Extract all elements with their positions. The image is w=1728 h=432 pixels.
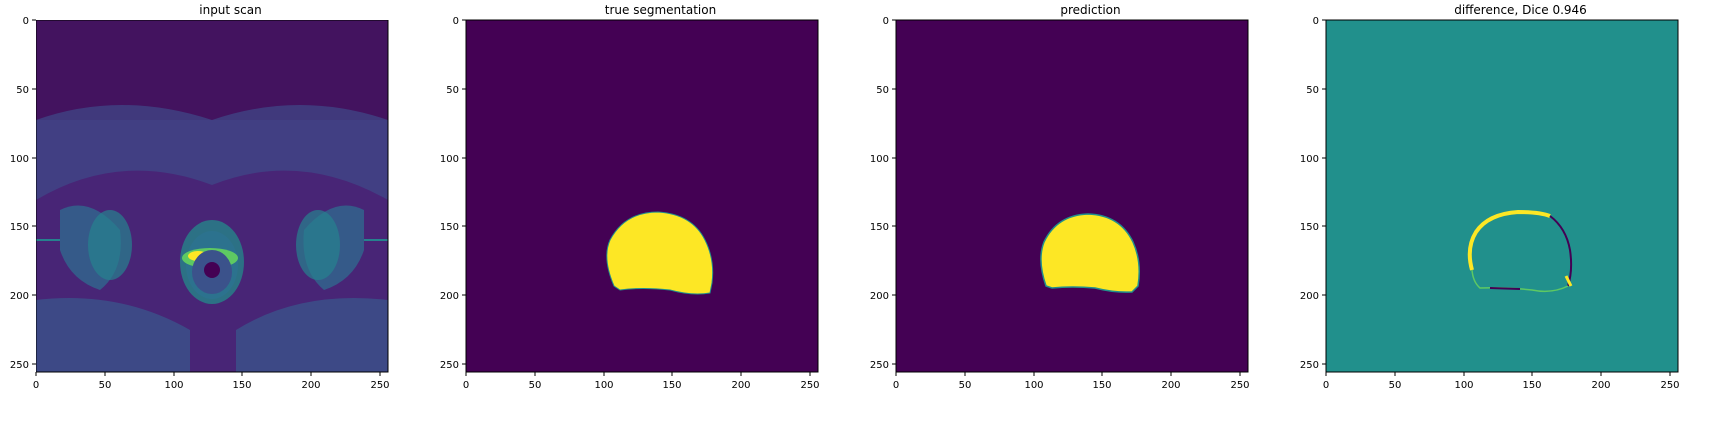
svg-text:150: 150: [1300, 222, 1319, 233]
axes-input-scan: [36, 20, 389, 373]
svg-text:150: 150: [1092, 380, 1111, 391]
svg-text:200: 200: [731, 380, 750, 391]
svg-text:100: 100: [1454, 380, 1473, 391]
svg-text:50: 50: [446, 85, 459, 96]
svg-text:200: 200: [1161, 380, 1180, 391]
svg-text:200: 200: [1591, 380, 1610, 391]
panel-true-segmentation: true segmentation 0 50 100 150 200 250 0…: [430, 0, 862, 432]
svg-text:250: 250: [1300, 360, 1319, 371]
panel-difference: difference, Dice 0.946 0 50 100 150 200 …: [1290, 0, 1722, 432]
svg-text:200: 200: [440, 291, 459, 302]
svg-text:250: 250: [1230, 380, 1249, 391]
svg-text:0: 0: [33, 380, 39, 391]
segmentation-mask: [606, 211, 714, 295]
svg-text:50: 50: [99, 380, 112, 391]
panel-prediction: prediction 0 50 100 150 200 250 0 50 100…: [860, 0, 1292, 432]
axes-difference: 0 50 100 150 200 250 0 50 100 150 200 25…: [1300, 16, 1680, 391]
svg-text:100: 100: [440, 154, 459, 165]
svg-text:100: 100: [10, 154, 29, 165]
prediction-mask: [1040, 213, 1140, 293]
svg-text:50: 50: [959, 380, 972, 391]
difference-false-negative: [1467, 209, 1551, 271]
svg-text:250: 250: [870, 360, 889, 371]
svg-text:100: 100: [164, 380, 183, 391]
svg-text:0: 0: [883, 16, 889, 27]
axes-prediction: 0 50 100 150 200 250 0 50 100 150 200 25…: [870, 16, 1250, 391]
svg-text:50: 50: [16, 85, 29, 96]
svg-text:0: 0: [453, 16, 459, 27]
svg-text:200: 200: [1300, 291, 1319, 302]
svg-text:50: 50: [529, 380, 542, 391]
panel-title: prediction: [1060, 3, 1121, 17]
svg-text:100: 100: [870, 154, 889, 165]
panel-title: difference, Dice 0.946: [1454, 3, 1587, 17]
svg-text:100: 100: [1300, 154, 1319, 165]
panel-title: input scan: [199, 3, 262, 17]
ticks-input-scan: 0 50 100 150 200 250 0 50 100 150 200 25…: [10, 16, 390, 391]
svg-text:200: 200: [10, 291, 29, 302]
svg-text:50: 50: [876, 85, 889, 96]
svg-text:0: 0: [1313, 16, 1319, 27]
svg-text:200: 200: [301, 380, 320, 391]
svg-text:150: 150: [662, 380, 681, 391]
difference-false-positive: [1549, 215, 1573, 287]
svg-text:200: 200: [870, 291, 889, 302]
axes-true-segmentation: 0 50 100 150 200 250 0 50 100 150 200 25…: [440, 16, 820, 391]
svg-text:250: 250: [800, 380, 819, 391]
svg-text:150: 150: [1522, 380, 1541, 391]
panel-title: true segmentation: [604, 3, 717, 17]
svg-text:50: 50: [1389, 380, 1402, 391]
svg-text:250: 250: [10, 360, 29, 371]
panel-input-scan: input scan 0: [0, 0, 432, 432]
svg-text:150: 150: [440, 222, 459, 233]
svg-text:150: 150: [10, 222, 29, 233]
svg-text:100: 100: [594, 380, 613, 391]
svg-text:150: 150: [232, 380, 251, 391]
svg-text:250: 250: [1660, 380, 1679, 391]
svg-text:0: 0: [463, 380, 469, 391]
svg-text:100: 100: [1024, 380, 1043, 391]
svg-text:250: 250: [370, 380, 389, 391]
svg-text:150: 150: [870, 222, 889, 233]
svg-text:250: 250: [440, 360, 459, 371]
svg-text:0: 0: [893, 380, 899, 391]
svg-text:0: 0: [1323, 380, 1329, 391]
svg-text:0: 0: [23, 16, 29, 27]
svg-text:50: 50: [1306, 85, 1319, 96]
